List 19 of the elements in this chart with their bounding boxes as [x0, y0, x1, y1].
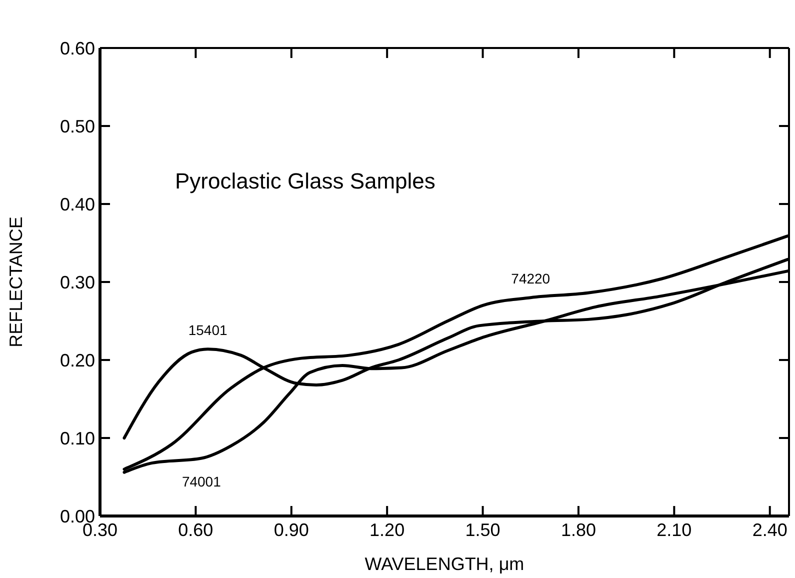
y-tick-label: 0.60 — [60, 38, 95, 58]
y-tick-label: 0.10 — [60, 428, 95, 448]
x-tick-label: 1.50 — [465, 520, 500, 540]
annotation: 74220 — [511, 270, 550, 287]
y-tick-label: 0.40 — [60, 194, 95, 214]
x-axis-title: WAVELENGTH, μm — [364, 554, 524, 574]
y-tick-label: 0.30 — [60, 272, 95, 292]
y-axis-title: REFLECTANCE — [6, 216, 26, 348]
x-tick-label: 1.20 — [370, 520, 405, 540]
text: Pyroclastic Glass Samples — [175, 168, 436, 194]
annotation: 15401 — [188, 322, 228, 338]
x-tick-label: 0.60 — [178, 520, 214, 540]
x-tick-label: 2.10 — [656, 520, 692, 540]
x-tick-label: 1.80 — [560, 520, 596, 540]
x-tick-label: 2.40 — [752, 520, 788, 540]
y-tick-label: 0.50 — [60, 116, 95, 136]
y-tick-label: 0.20 — [60, 350, 95, 370]
x-tick-label: 0.90 — [274, 520, 309, 540]
annotation: 74001 — [182, 473, 222, 490]
